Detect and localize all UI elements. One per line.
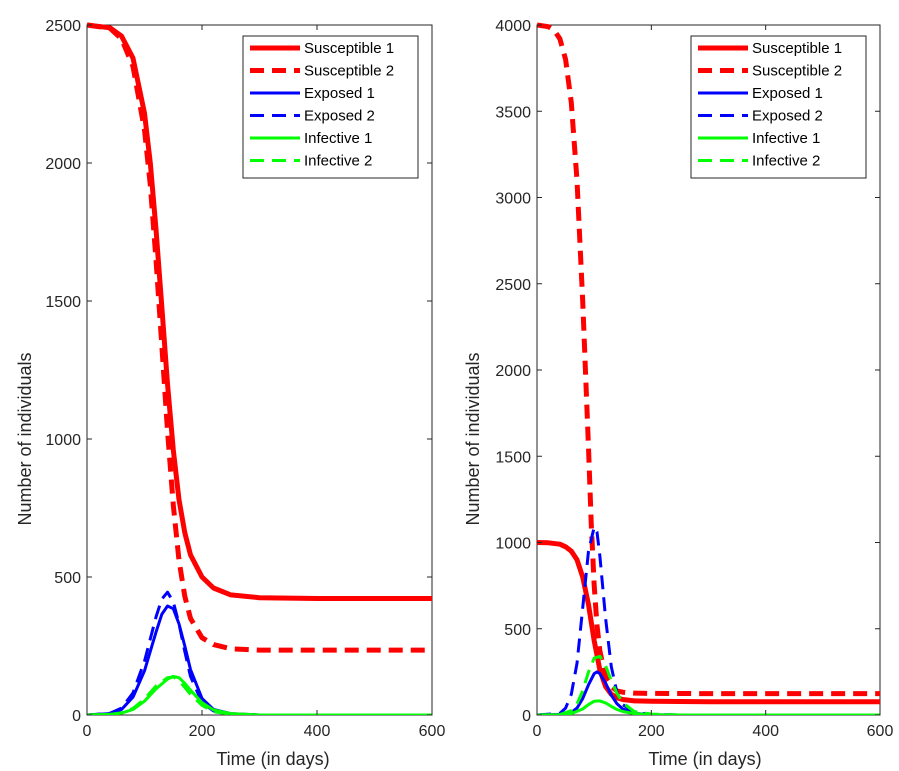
right-ytick-label-0: 0 xyxy=(522,708,531,725)
right-series-line-3 xyxy=(537,525,880,715)
left-ytick-label-0: 0 xyxy=(72,708,81,725)
left-legend: Susceptible 1 Susceptible 2 Exposed 1 Expos… xyxy=(242,35,419,179)
left-series-lines xyxy=(87,22,432,715)
left-legend-label-3: Exposed 2 xyxy=(304,108,375,125)
right-legend-label-4: Infective 1 xyxy=(752,130,820,147)
left-xtick-label-2: 400 xyxy=(304,723,331,740)
right-legend-label-1: Susceptible 2 xyxy=(752,63,842,80)
left-series-line-5 xyxy=(87,675,432,715)
right-ytick-label-5: 2500 xyxy=(495,277,531,294)
left-xtick-label-3: 600 xyxy=(419,723,446,740)
left-ytick-label-3: 1500 xyxy=(45,294,81,311)
left-xtick-label-0: 0 xyxy=(83,723,92,740)
right-series-line-1 xyxy=(537,22,880,697)
left-xtick-label-1: 200 xyxy=(189,723,216,740)
right-ylabel: Number of individuals xyxy=(463,352,483,525)
left-legend-label-5: Infective 2 xyxy=(304,153,372,170)
right-series-lines xyxy=(537,22,880,715)
right-xtick-label-2: 400 xyxy=(752,723,779,740)
right-panel: Number of individuals Time (in days) 0 20… xyxy=(463,18,893,769)
right-xtick-label-0: 0 xyxy=(533,723,542,740)
right-xlabel: Time (in days) xyxy=(648,749,761,769)
right-ytick-label-7: 3500 xyxy=(495,104,531,121)
left-series-line-0 xyxy=(87,22,432,601)
right-xtick-label-1: 200 xyxy=(638,723,665,740)
right-ytick-label-4: 2000 xyxy=(495,363,531,380)
right-legend-label-0: Susceptible 1 xyxy=(752,40,842,57)
left-legend-box xyxy=(242,35,419,179)
left-ytick-label-2: 1000 xyxy=(45,432,81,449)
left-series-line-1 xyxy=(87,22,432,653)
right-ytick-label-2: 1000 xyxy=(495,536,531,553)
left-ytick-label-4: 2000 xyxy=(45,156,81,173)
left-ytick-label-1: 500 xyxy=(54,570,81,587)
left-legend-label-2: Exposed 1 xyxy=(304,85,375,102)
right-ytick-label-1: 500 xyxy=(504,622,531,639)
right-series-line-0 xyxy=(537,540,880,705)
left-ytick-label-5: 2500 xyxy=(45,18,81,35)
left-legend-label-4: Infective 1 xyxy=(304,130,372,147)
left-xlabel: Time (in days) xyxy=(216,749,329,769)
right-xtick-label-3: 600 xyxy=(867,723,894,740)
left-panel: Number of individuals Time (in days) 0 20… xyxy=(15,18,445,769)
right-legend-label-5: Infective 2 xyxy=(752,153,820,170)
left-legend-label-0: Susceptible 1 xyxy=(304,40,394,57)
right-ytick-label-3: 1500 xyxy=(495,449,531,466)
left-legend-label-1: Susceptible 2 xyxy=(304,63,394,80)
right-legend-box xyxy=(690,35,867,179)
right-legend-label-3: Exposed 2 xyxy=(752,108,823,125)
right-legend: Susceptible 1 Susceptible 2 Exposed 1 Expos… xyxy=(690,35,867,179)
left-ylabel: Number of individuals xyxy=(15,352,35,525)
right-ytick-label-8: 4000 xyxy=(495,18,531,35)
right-legend-label-2: Exposed 1 xyxy=(752,85,823,102)
right-ytick-label-6: 3000 xyxy=(495,191,531,208)
